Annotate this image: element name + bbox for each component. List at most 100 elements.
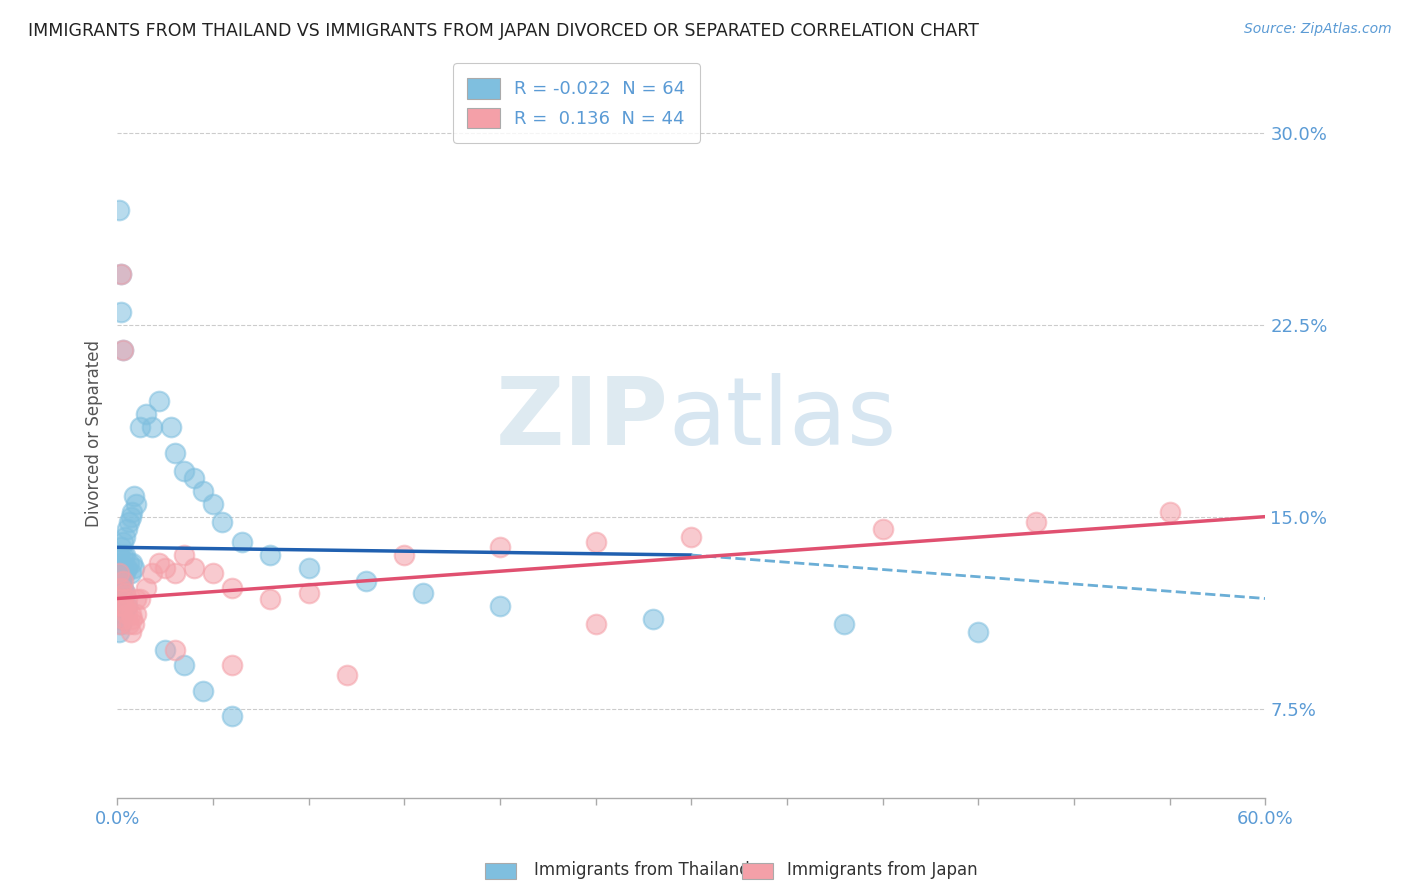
Point [221,582,243,596]
Text: Immigrants from Thailand: Immigrants from Thailand [534,861,749,879]
Point [141,566,163,580]
Point [121,556,143,570]
Point [354,574,377,588]
Point [114,566,136,580]
Point [221,709,243,723]
Point [1025,515,1047,529]
Point [110,599,132,614]
Point [110,574,132,588]
Point [118,556,141,570]
Point [108,566,131,580]
Point [118,515,141,529]
Point [336,668,359,682]
Point [163,642,186,657]
Point [114,599,136,614]
Point [108,202,131,217]
Point [115,599,138,614]
Point [110,556,132,570]
Point [211,515,233,529]
Point [108,612,131,626]
Point [394,548,416,562]
Point [124,489,146,503]
Point [108,624,131,639]
Y-axis label: Divorced or Separated: Divorced or Separated [86,340,103,527]
Point [110,586,132,600]
Point [121,504,143,518]
Point [489,541,512,555]
Text: IMMIGRANTS FROM THAILAND VS IMMIGRANTS FROM JAPAN DIVORCED OR SEPARATED CORRELAT: IMMIGRANTS FROM THAILAND VS IMMIGRANTS F… [28,22,979,40]
Point [148,556,170,570]
Point [641,612,664,626]
Point [111,599,134,614]
Point [173,548,195,562]
Point [108,548,131,562]
Point [193,683,215,698]
Point [110,267,132,281]
Point [1159,504,1181,518]
Point [120,566,142,580]
Point [110,541,132,555]
Point [114,548,136,562]
Point [115,607,138,621]
Point [125,607,148,621]
Point [124,561,146,575]
Point [125,591,148,606]
Point [108,574,131,588]
Point [412,586,434,600]
Point [153,561,176,575]
Point [111,343,134,358]
Point [967,624,990,639]
Point [183,561,205,575]
Point [135,582,157,596]
Point [111,548,134,562]
Point [110,582,132,596]
Point [120,624,142,639]
Point [114,586,136,600]
Point [111,574,134,588]
Point [681,530,703,544]
Point [834,617,856,632]
Point [297,586,319,600]
Point [201,566,224,580]
Point [259,548,281,562]
Point [120,607,142,621]
Point [125,497,148,511]
Point [111,566,134,580]
Point [111,343,134,358]
Text: Source: ZipAtlas.com: Source: ZipAtlas.com [1244,22,1392,37]
Text: atlas: atlas [668,373,897,465]
Point [121,612,143,626]
Point [108,566,131,580]
Point [110,305,132,319]
Point [114,586,136,600]
Point [108,561,131,575]
Point [163,445,186,459]
Point [135,407,157,421]
Point [159,420,181,434]
Point [129,591,152,606]
Point [120,509,142,524]
Point [110,617,132,632]
Point [872,523,894,537]
Point [110,267,132,281]
Text: ZIP: ZIP [495,373,668,465]
Point [114,530,136,544]
Point [115,523,138,537]
Point [118,617,141,632]
Point [163,566,186,580]
Point [115,561,138,575]
Point [111,612,134,626]
Point [129,420,152,434]
Point [259,591,281,606]
Point [183,471,205,485]
Point [111,591,134,606]
Point [108,617,131,632]
Point [111,607,134,621]
Point [148,394,170,409]
Point [231,535,253,549]
Point [110,566,132,580]
Point [110,599,132,614]
Point [173,658,195,673]
Point [110,591,132,606]
Point [201,497,224,511]
